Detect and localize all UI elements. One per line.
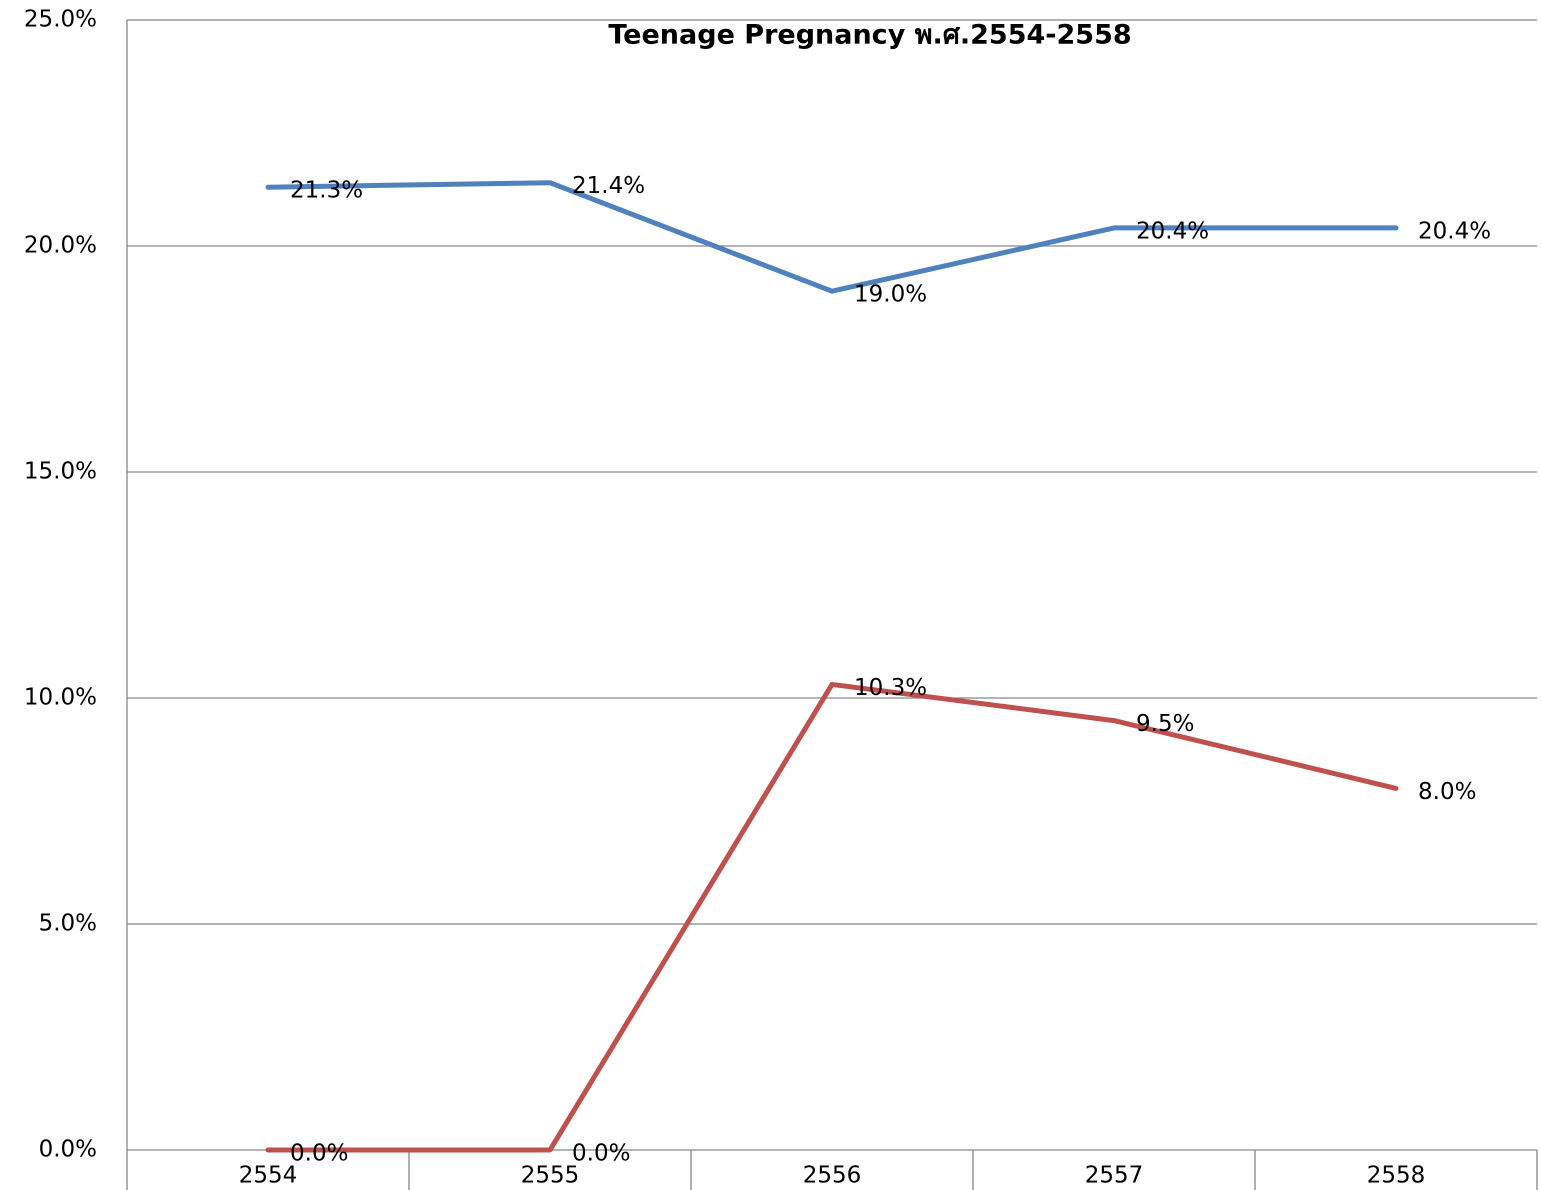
series-line [265,681,1399,1153]
y-tick-label: 0.0% [39,1137,97,1163]
x-tick-label: 2555 [521,1163,580,1189]
y-tick-label: 20.0% [24,233,97,259]
data-label: 8.0% [1418,779,1476,805]
data-label: 21.3% [290,178,363,204]
data-label: 19.0% [854,282,927,308]
data-label: 20.4% [1418,218,1491,244]
y-tick-label: 5.0% [39,911,97,937]
x-tick-label: 2558 [1367,1163,1426,1189]
y-tick-label: 15.0% [24,459,97,485]
data-label: 10.3% [854,675,927,701]
data-label: 21.4% [572,173,645,199]
chart-title: Teenage Pregnancy พ.ศ.2554-2558 [608,20,1131,51]
data-label: 0.0% [572,1141,630,1167]
series-line [265,180,1399,294]
x-tick-label: 2554 [239,1163,298,1189]
data-label: 0.0% [290,1141,348,1167]
data-label: 9.5% [1136,711,1194,737]
x-tick-label: 2557 [1085,1163,1144,1189]
x-tick-label: 2556 [803,1163,862,1189]
data-label: 20.4% [1136,218,1209,244]
y-tick-label: 10.0% [24,685,97,711]
y-tick-label: 25.0% [24,7,97,33]
